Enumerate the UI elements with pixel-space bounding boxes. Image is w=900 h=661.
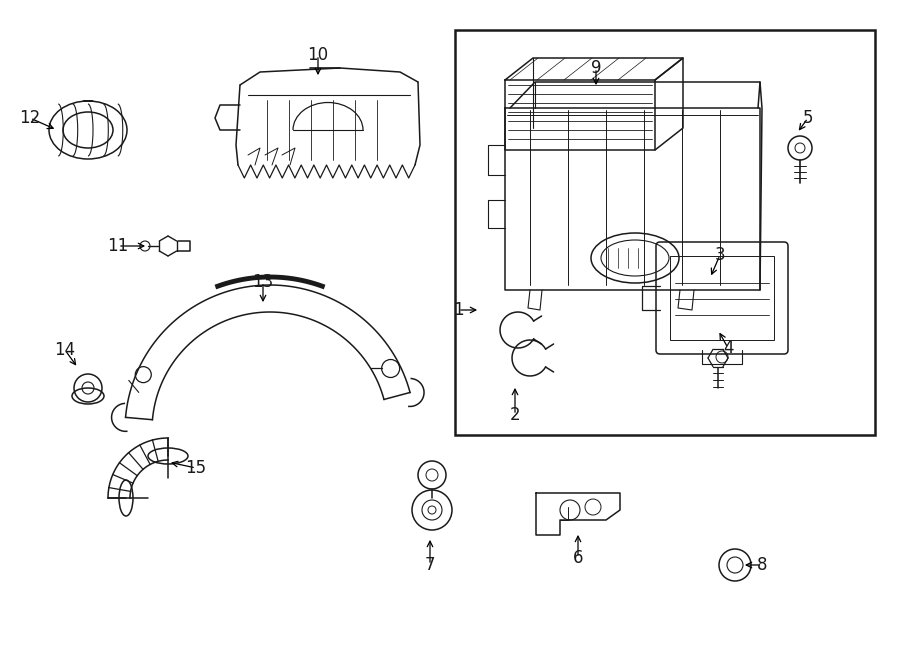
Text: 12: 12	[20, 109, 40, 127]
Text: 7: 7	[425, 556, 436, 574]
Bar	[455, 30, 875, 435]
Text: 15: 15	[185, 459, 207, 477]
Text: 10: 10	[308, 46, 328, 64]
Text: 3: 3	[715, 246, 725, 264]
Text: 6: 6	[572, 549, 583, 567]
Text: 13: 13	[252, 273, 274, 291]
Text: 1: 1	[453, 301, 464, 319]
Text: 8: 8	[757, 556, 767, 574]
Text: 5: 5	[803, 109, 814, 127]
Text: 4: 4	[723, 339, 734, 357]
Text: 9: 9	[590, 59, 601, 77]
Bar	[670, 256, 774, 340]
Text: 14: 14	[54, 341, 76, 359]
Text: 11: 11	[107, 237, 129, 255]
Text: 2: 2	[509, 406, 520, 424]
